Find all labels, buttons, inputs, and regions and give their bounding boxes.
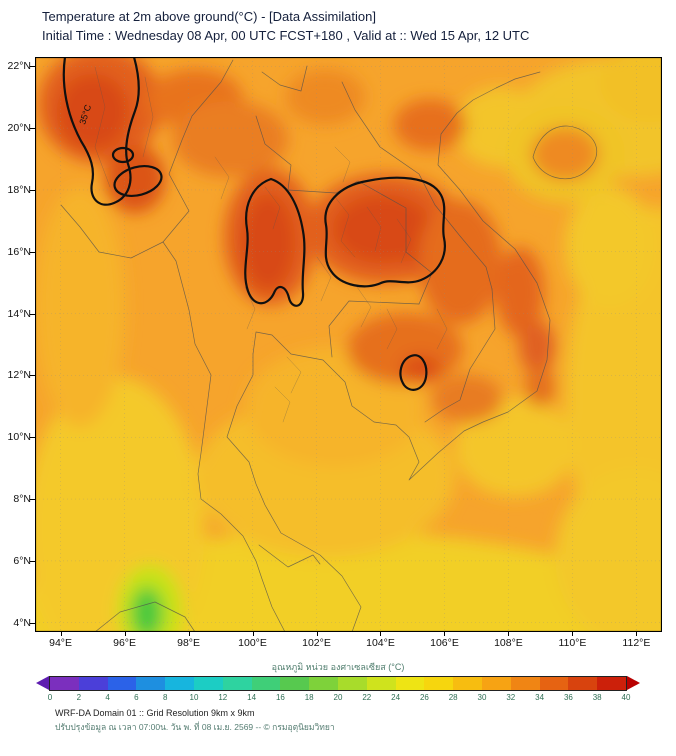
colorbar-tick-label: 20 — [333, 693, 343, 702]
colorbar-segment — [510, 676, 540, 690]
colorbar-segment — [78, 676, 108, 690]
colorbar-segment — [597, 676, 626, 690]
colorbar-tick-label: 22 — [362, 693, 372, 702]
y-tick-mark — [30, 66, 35, 68]
x-tick-label: 100°E — [238, 637, 267, 649]
colorbar-tick-label: 10 — [189, 693, 199, 702]
colorbar-segment — [222, 676, 252, 690]
y-tick-mark — [30, 375, 35, 377]
colorbar-title: อุณหภูมิ หน่วย องศาเซลเซียส (°C) — [271, 662, 405, 672]
colorbar-segment — [309, 676, 338, 690]
y-tick-label: 6°N — [13, 554, 31, 567]
y-tick-mark — [30, 313, 35, 315]
colorbar-segment — [424, 676, 454, 690]
y-tick-mark — [30, 128, 35, 130]
x-tick-mark — [316, 632, 318, 636]
x-tick-mark — [252, 632, 254, 636]
x-tick-label: 102°E — [302, 637, 331, 649]
colorbar-segment — [481, 676, 511, 690]
colorbar-tick-label: 12 — [218, 693, 228, 702]
colorbar-tick-label: 18 — [304, 693, 314, 702]
colorbar-tick-label: 34 — [535, 693, 545, 702]
x-tick-label: 104°E — [366, 637, 395, 649]
map-frame — [35, 57, 662, 632]
y-tick-label: 22°N — [7, 60, 31, 73]
colorbar-segment — [453, 676, 482, 690]
colorbar-segment — [568, 676, 598, 690]
colorbar-tick-label: 36 — [563, 693, 573, 702]
colorbar-tick-row: 0 2 4 6 8 10 12 14 16 18 20 22 24 26 28 30 32 34 36 38 40 — [47, 693, 631, 705]
y-tick-label: 16°N — [7, 245, 31, 258]
map-title: Temperature at 2m above ground(°C) - [Da… — [42, 9, 376, 24]
colorbar-segment — [165, 676, 194, 690]
x-tick-mark — [508, 632, 510, 636]
x-tick-mark — [60, 632, 62, 636]
x-tick-mark — [572, 632, 574, 636]
y-tick-mark — [30, 251, 35, 253]
temperature-field — [35, 57, 662, 632]
colorbar-left-arrow — [36, 676, 49, 690]
y-tick-mark — [30, 437, 35, 439]
colorbar-tick-label: 38 — [592, 693, 602, 702]
y-tick-mark — [30, 499, 35, 501]
footer: WRF-DA Domain 01 :: Grid Resolution 9km … — [55, 706, 335, 734]
colorbar-tick-label: 32 — [506, 693, 516, 702]
colorbar-segment — [366, 676, 396, 690]
grid-lines — [35, 57, 662, 632]
colorbar-tick-label: 14 — [247, 693, 257, 702]
x-tick-mark — [636, 632, 638, 636]
x-tick-label: 112°E — [622, 637, 651, 649]
footer-domain-info: WRF-DA Domain 01 :: Grid Resolution 9km … — [55, 708, 255, 718]
x-tick-mark — [188, 632, 190, 636]
colorbar-right-arrow — [627, 676, 640, 690]
y-tick-label: 4°N — [13, 616, 31, 629]
colorbar-tick-label: 24 — [391, 693, 401, 702]
footer-update-info: ปรับปรุงข้อมูล ณ เวลา 07:00น. วัน พ. ที่… — [55, 722, 335, 732]
colorbar-tick-label: 2 — [76, 693, 82, 702]
temperature-map: 35°C — [35, 57, 662, 632]
x-tick-mark — [444, 632, 446, 636]
colorbar-segment — [337, 676, 367, 690]
x-tick-label: 108°E — [494, 637, 523, 649]
colorbar-tick-label: 40 — [621, 693, 631, 702]
colorbar-tick-label: 16 — [275, 693, 285, 702]
colorbar-tick-label: 6 — [134, 693, 139, 702]
map-subtitle: Initial Time : Wednesday 08 Apr, 00 UTC … — [42, 28, 530, 43]
colorbar-segments — [49, 675, 627, 691]
colorbar-segment — [107, 676, 137, 690]
x-tick-mark — [124, 632, 126, 636]
y-tick-label: 20°N — [7, 122, 31, 135]
y-tick-mark — [30, 560, 35, 562]
header: Temperature at 2m above ground(°C) - [Da… — [42, 7, 529, 45]
colorbar — [36, 675, 640, 691]
y-tick-mark — [30, 622, 35, 624]
x-tick-label: 110°E — [558, 637, 587, 649]
y-tick-label: 14°N — [7, 307, 31, 320]
x-tick-label: 96°E — [113, 637, 137, 649]
colorbar-segment — [193, 676, 223, 690]
y-tick-label: 10°N — [7, 431, 31, 444]
y-tick-label: 12°N — [7, 369, 31, 382]
colorbar-segment — [395, 676, 425, 690]
colorbar-segment — [136, 676, 166, 690]
colorbar-segment — [50, 676, 79, 690]
colorbar-tick-label: 8 — [162, 693, 168, 702]
x-tick-label: 106°E — [430, 637, 459, 649]
x-tick-label: 94°E — [49, 637, 73, 649]
colorbar-tick-label: 4 — [105, 693, 110, 702]
y-tick-mark — [30, 189, 35, 191]
colorbar-tick-label: 28 — [448, 693, 458, 702]
x-tick-label: 98°E — [177, 637, 200, 649]
colorbar-segment — [539, 676, 569, 690]
temperature-contours — [62, 57, 446, 391]
colorbar-segment — [251, 676, 281, 690]
colorbar-segment — [280, 676, 310, 690]
colorbar-tick-label: 30 — [477, 693, 487, 702]
colorbar-tick-label: 26 — [419, 693, 429, 702]
x-tick-mark — [380, 632, 382, 636]
y-tick-label: 8°N — [13, 493, 31, 506]
colorbar-tick-label: 0 — [47, 693, 53, 702]
y-tick-label: 18°N — [7, 183, 31, 196]
